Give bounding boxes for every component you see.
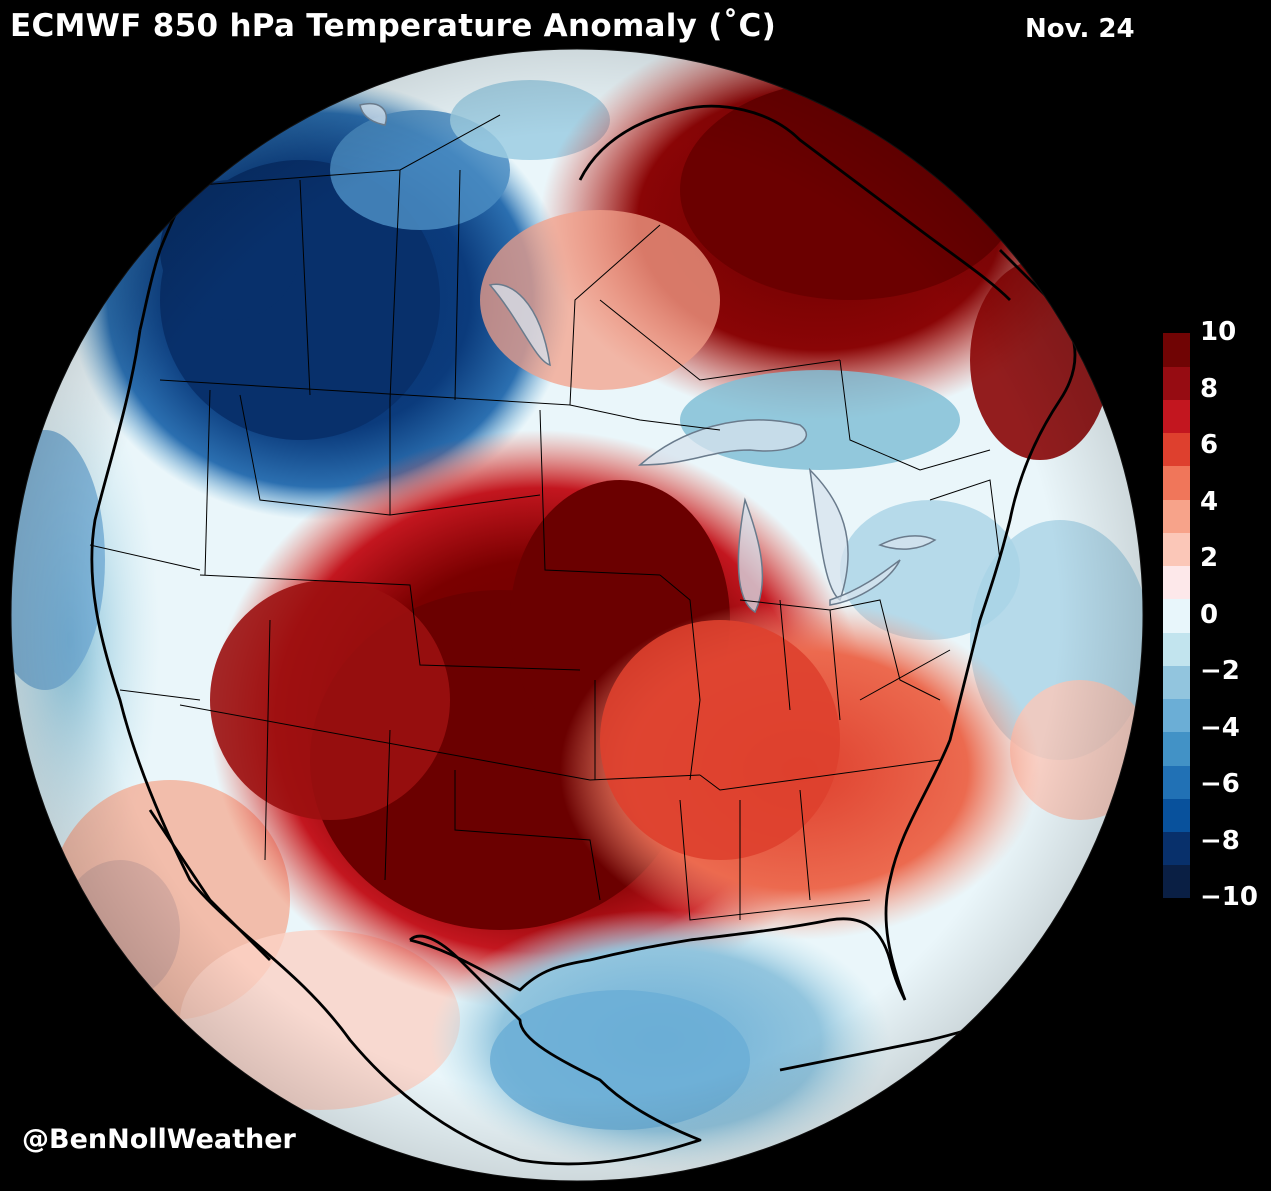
colorbar-tick-label: 10 xyxy=(1200,317,1237,347)
political-borders xyxy=(89,114,1001,921)
great-lakes xyxy=(359,103,937,614)
colorbar-segment xyxy=(1163,665,1190,700)
colorbar-segment xyxy=(1163,632,1190,666)
colorbar-segment xyxy=(1163,366,1190,400)
colorbar-segment xyxy=(1163,399,1190,434)
colorbar-tick-label: 8 xyxy=(1200,373,1219,404)
colorbar-tick-label: 2 xyxy=(1200,543,1219,573)
colorbar-tick-label: 0 xyxy=(1200,599,1219,630)
colorbar-tick-label: −4 xyxy=(1200,712,1240,743)
colorbar-segment xyxy=(1163,598,1190,633)
colorbar-tick-label: −8 xyxy=(1200,825,1240,856)
colorbar-segment xyxy=(1163,698,1190,733)
colorbar-segment xyxy=(1163,798,1190,833)
colorbar-tick-label: −10 xyxy=(1200,882,1258,912)
colorbar-segment xyxy=(1163,499,1190,533)
colorbar-segment xyxy=(1163,432,1190,467)
colorbar-tick-label: −6 xyxy=(1200,769,1240,799)
colorbar-segment xyxy=(1163,731,1190,766)
colorbar-tick-label: 4 xyxy=(1200,486,1219,517)
credit-handle: @BenNollWeather xyxy=(22,1124,296,1155)
colorbar-segment xyxy=(1163,864,1190,899)
page-title: ECMWF 850 hPa Temperature Anomaly (˚C) xyxy=(10,8,777,44)
colorbar-segment xyxy=(1163,532,1190,567)
colorbar-tick-label: 6 xyxy=(1200,430,1219,460)
colorbar-segment xyxy=(1163,565,1190,600)
forecast-date: Nov. 24 xyxy=(1025,14,1135,44)
colorbar-tick-label: −2 xyxy=(1200,656,1240,686)
colorbar-segment xyxy=(1163,465,1190,500)
colorbar-segment xyxy=(1163,333,1190,367)
colorbar-segment xyxy=(1163,831,1190,866)
colorbar-segment xyxy=(1163,765,1190,799)
colorbar xyxy=(1163,333,1190,899)
